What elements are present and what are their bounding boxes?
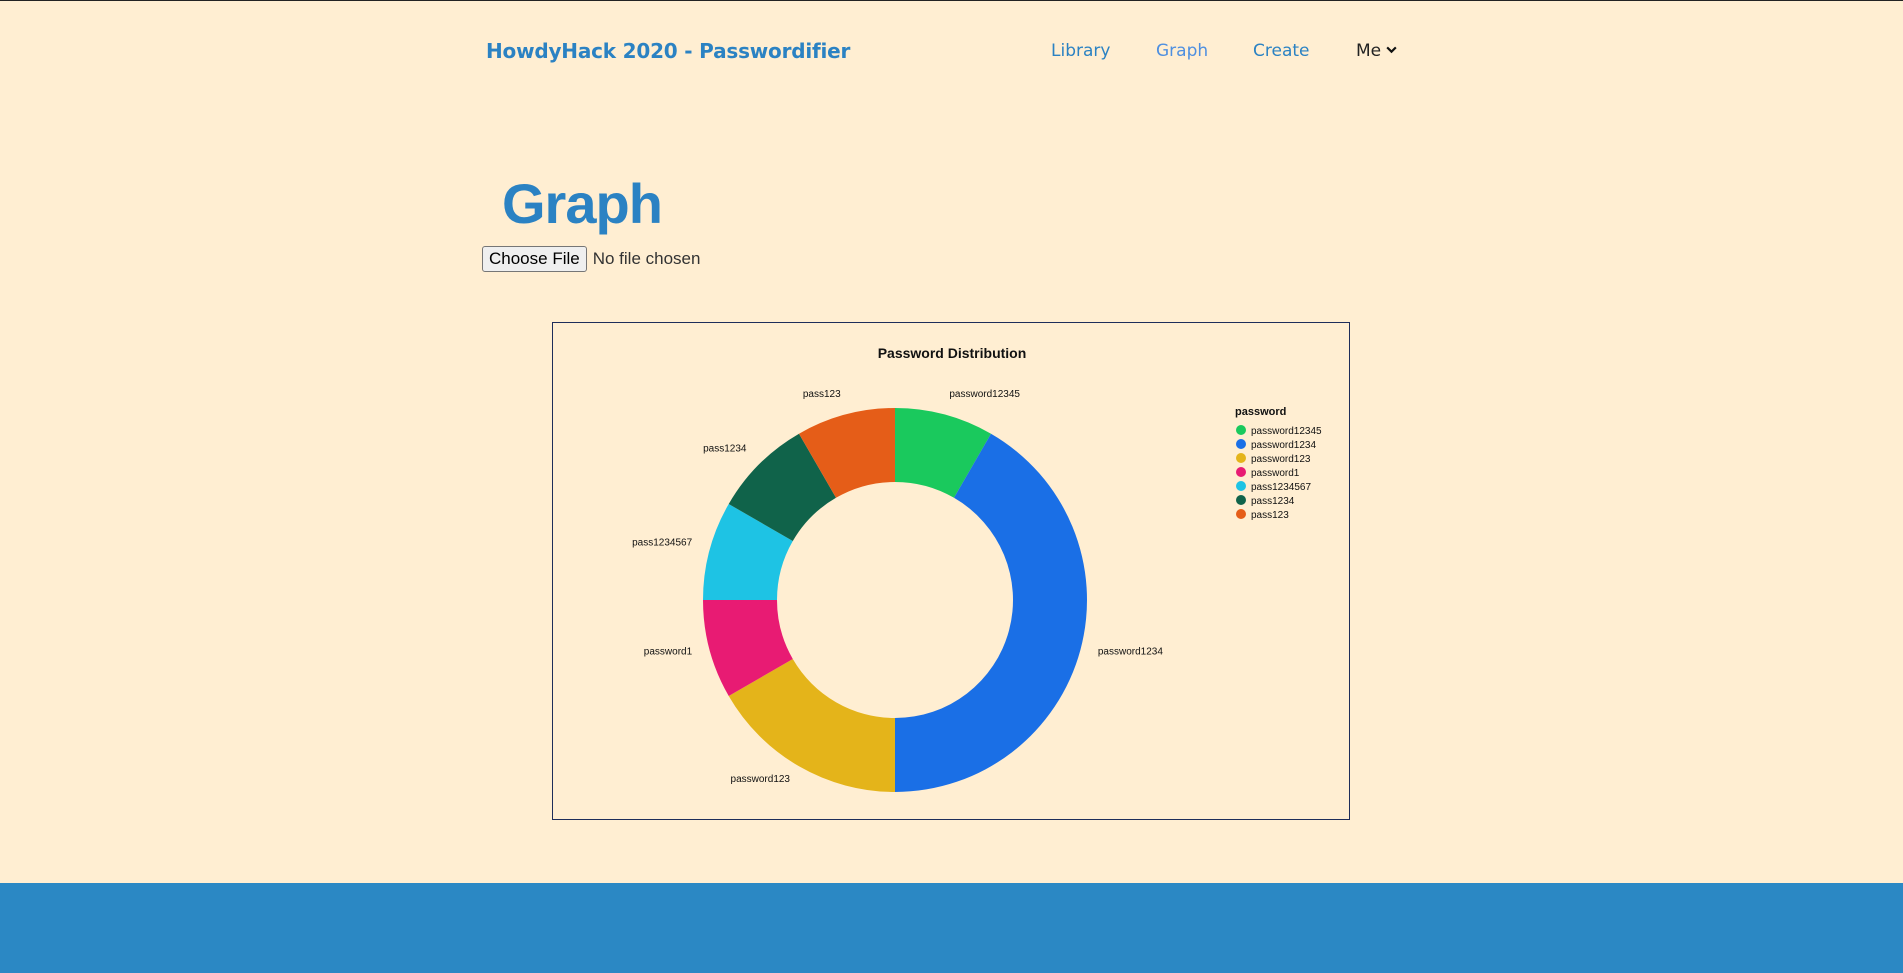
slice-label: password12345 xyxy=(949,389,1020,400)
slice-label: pass1234 xyxy=(703,444,747,455)
legend-swatch xyxy=(1236,453,1246,463)
slice-label: password1 xyxy=(644,646,693,657)
legend-swatch xyxy=(1236,439,1246,449)
legend-item: pass1234 xyxy=(1251,496,1295,507)
chart-container: Password Distribution password12345 passwo… xyxy=(552,322,1350,820)
legend-item: password12345 xyxy=(1251,426,1322,437)
legend-swatch xyxy=(1236,481,1246,491)
nav-link-graph[interactable]: Graph xyxy=(1156,41,1209,61)
slice-password1[interactable] xyxy=(703,600,793,696)
slice-label: password123 xyxy=(731,774,791,785)
legend-item: pass123 xyxy=(1251,510,1289,521)
slice-pass1234567[interactable] xyxy=(703,504,793,600)
legend-swatch xyxy=(1236,467,1246,477)
slice-label: pass123 xyxy=(803,389,841,400)
choose-file-button[interactable]: Choose File xyxy=(482,246,587,272)
chevron-down-icon xyxy=(1385,41,1398,61)
nav-link-create[interactable]: Create xyxy=(1253,41,1310,61)
slice-label: pass1234567 xyxy=(632,538,692,549)
chart-title: Password Distribution xyxy=(878,345,1027,361)
slice-pass123[interactable] xyxy=(799,408,895,498)
brand-link[interactable]: HowdyHack 2020 - Passwordifier xyxy=(486,39,851,63)
legend-swatch xyxy=(1236,509,1246,519)
nav-link-library[interactable]: Library xyxy=(1051,41,1111,61)
legend-item: password1234 xyxy=(1251,440,1316,451)
donut-chart: Password Distribution password12345 passwo… xyxy=(632,345,1322,792)
file-status: No file chosen xyxy=(592,249,701,268)
page-title: Graph xyxy=(502,172,663,235)
legend-item: password1 xyxy=(1251,468,1300,479)
footer xyxy=(0,883,1903,973)
legend-swatch xyxy=(1236,425,1246,435)
user-menu[interactable]: Me xyxy=(1356,41,1398,61)
slice-pass1234[interactable] xyxy=(728,433,836,541)
navbar: HowdyHack 2020 - Passwordifier Library G… xyxy=(0,1,1903,101)
slice-password123[interactable] xyxy=(728,659,895,792)
slice-password1234[interactable] xyxy=(895,433,1087,792)
legend-item: password123 xyxy=(1251,454,1311,465)
legend-item: pass1234567 xyxy=(1251,482,1311,493)
legend-title: password xyxy=(1235,406,1286,418)
slice-label: password1234 xyxy=(1098,646,1163,657)
legend-swatch xyxy=(1236,495,1246,505)
slice-password12345[interactable] xyxy=(895,408,991,498)
file-upload: Choose File No file chosen xyxy=(482,246,700,272)
user-menu-label: Me xyxy=(1356,41,1382,61)
